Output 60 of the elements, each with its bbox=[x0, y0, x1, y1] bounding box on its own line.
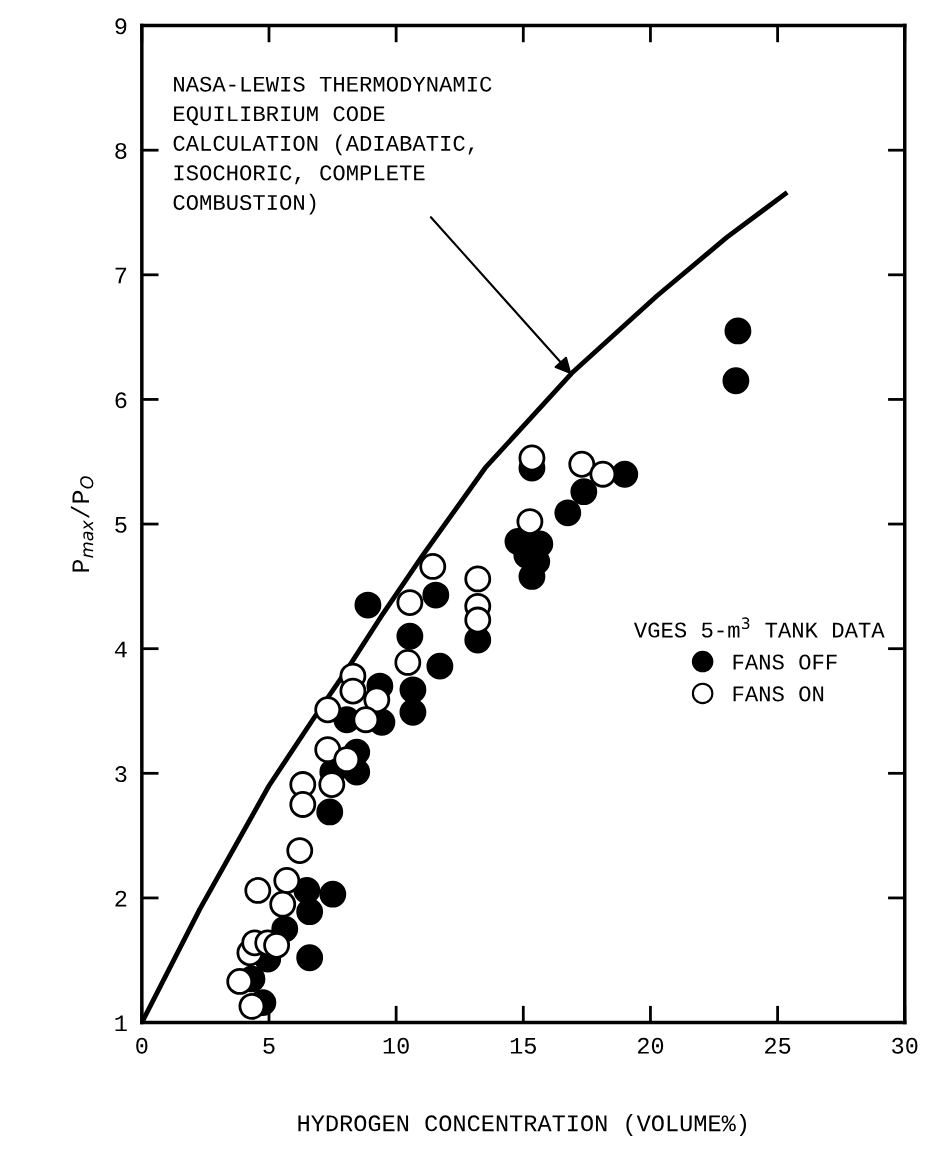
point bbox=[352, 706, 380, 734]
point bbox=[426, 652, 454, 680]
x-axis-title: HYDROGEN CONCENTRATION (VOLUME%) bbox=[298, 1114, 747, 1137]
point bbox=[611, 460, 639, 488]
point bbox=[396, 589, 424, 616]
point bbox=[464, 606, 492, 634]
y-tick-label: 3 bbox=[115, 766, 127, 783]
point bbox=[363, 686, 391, 714]
point bbox=[516, 508, 544, 535]
y-tick-label: 4 bbox=[114, 641, 127, 658]
y-tick-label: 7 bbox=[115, 267, 127, 284]
point bbox=[419, 553, 447, 580]
point bbox=[333, 746, 361, 774]
point bbox=[269, 890, 297, 918]
x-tick-label: 20 bbox=[637, 1037, 664, 1054]
point bbox=[314, 696, 342, 724]
legend-label: FANS ON bbox=[733, 686, 824, 702]
point bbox=[244, 877, 272, 904]
point bbox=[238, 992, 266, 1020]
point bbox=[464, 565, 492, 593]
y-axis-title: P$_{max}$/P$_{O}$ bbox=[70, 476, 94, 572]
point bbox=[286, 837, 314, 864]
point bbox=[263, 931, 291, 959]
y-tick-label: 8 bbox=[115, 142, 127, 159]
y-tick-label: 6 bbox=[115, 392, 127, 409]
point bbox=[354, 591, 382, 619]
point bbox=[518, 444, 546, 472]
point bbox=[289, 791, 317, 818]
x-tick-label: 25 bbox=[765, 1037, 791, 1054]
point bbox=[570, 478, 598, 506]
legend-title: VGES 5-m$^{3}$ TANK DATA bbox=[633, 617, 885, 638]
point bbox=[316, 798, 344, 826]
point bbox=[296, 898, 324, 926]
y-tick-label: 5 bbox=[115, 517, 127, 533]
point bbox=[396, 622, 424, 650]
x-tick-label: 15 bbox=[510, 1038, 536, 1054]
point bbox=[568, 450, 596, 478]
point bbox=[394, 648, 422, 676]
point bbox=[399, 676, 427, 704]
point bbox=[724, 317, 752, 345]
x-tick-label: 0 bbox=[136, 1037, 148, 1054]
point bbox=[589, 460, 617, 488]
point bbox=[554, 499, 582, 527]
point bbox=[722, 367, 750, 395]
point bbox=[339, 677, 367, 705]
point bbox=[422, 581, 450, 609]
y-tick-label: 9 bbox=[115, 18, 127, 35]
point bbox=[399, 698, 427, 726]
point bbox=[296, 944, 324, 972]
x-tick-label: 10 bbox=[383, 1037, 409, 1054]
legend-label: FANS OFF bbox=[733, 654, 837, 670]
y-tick-label: 1 bbox=[115, 1015, 127, 1032]
y-tick-label: 2 bbox=[115, 890, 127, 907]
point bbox=[273, 867, 301, 894]
x-tick-label: 5 bbox=[263, 1038, 275, 1054]
annotation: NASA-LEWIS THERMODYNAMIC EQUILIBRIUM CODE CALCULATION (ADIABATIC, ISOCHORIC, COMPLETE COMBUSTION) bbox=[173, 76, 492, 215]
point bbox=[226, 968, 254, 995]
point bbox=[319, 880, 347, 908]
x-tick-label: 30 bbox=[892, 1037, 918, 1054]
point bbox=[318, 771, 346, 798]
